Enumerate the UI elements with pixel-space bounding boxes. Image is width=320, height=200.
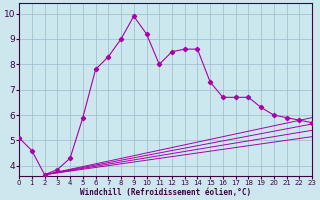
X-axis label: Windchill (Refroidissement éolien,°C): Windchill (Refroidissement éolien,°C) <box>80 188 251 197</box>
